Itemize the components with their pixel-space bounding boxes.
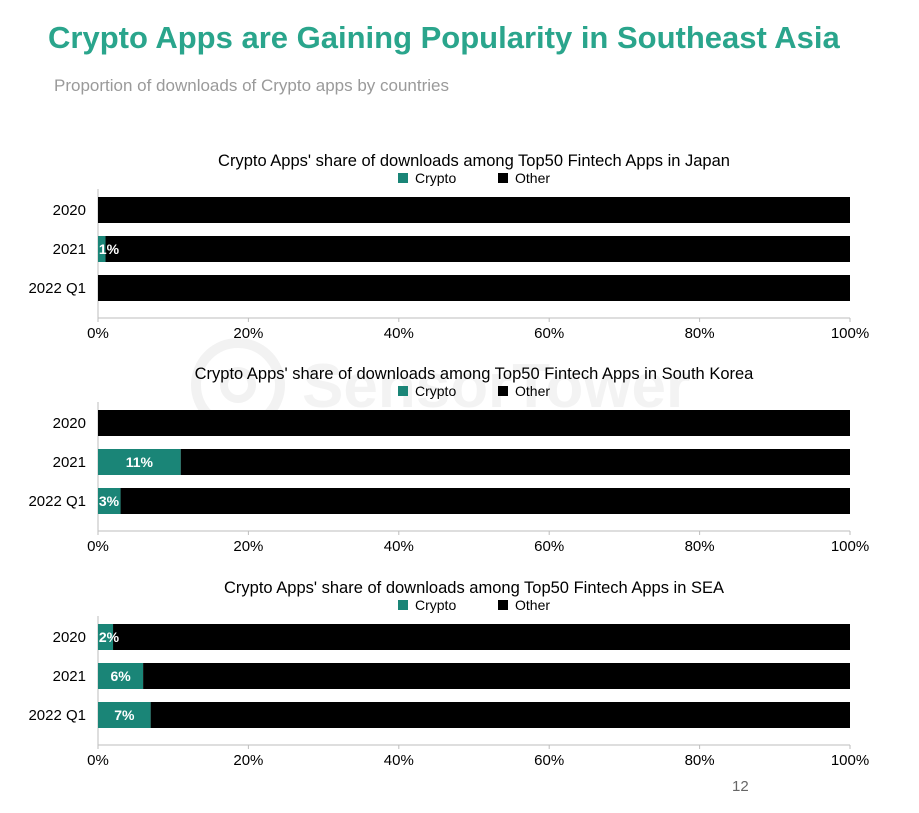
data-label-crypto: 2% bbox=[99, 629, 120, 645]
bar-crypto-2020 bbox=[98, 624, 114, 650]
x-tick-label: 60% bbox=[534, 325, 564, 342]
bar-crypto-2022-q1 bbox=[98, 488, 121, 514]
chart-title: Crypto Apps' share of downloads among To… bbox=[224, 579, 724, 597]
data-label-crypto: 11% bbox=[126, 454, 154, 470]
bar-crypto-2021 bbox=[98, 663, 144, 689]
data-label-crypto: 7% bbox=[114, 707, 135, 723]
y-tick-label: 2022 Q1 bbox=[28, 493, 86, 510]
x-tick-label: 40% bbox=[384, 752, 414, 769]
y-tick-label: 2021 bbox=[53, 668, 86, 685]
legend-label-crypto: Crypto bbox=[415, 597, 456, 613]
x-tick-label: 20% bbox=[233, 752, 263, 769]
x-tick-label: 100% bbox=[831, 325, 869, 342]
bar-crypto-2022-q1 bbox=[98, 702, 151, 728]
chart-panel-1: Crypto Apps' share of downloads among To… bbox=[28, 365, 869, 555]
legend-label-other: Other bbox=[515, 170, 550, 186]
x-tick-label: 0% bbox=[87, 538, 109, 555]
chart-title: Crypto Apps' share of downloads among To… bbox=[218, 152, 730, 170]
legend-swatch-crypto bbox=[398, 386, 408, 396]
x-tick-label: 100% bbox=[831, 752, 869, 769]
bar-other-2020 bbox=[98, 410, 850, 436]
x-tick-label: 0% bbox=[87, 325, 109, 342]
bar-other-2021 bbox=[180, 449, 851, 475]
legend-swatch-other bbox=[498, 600, 508, 610]
x-tick-label: 40% bbox=[384, 538, 414, 555]
legend-label-crypto: Crypto bbox=[415, 383, 456, 399]
legend-label-crypto: Crypto bbox=[415, 170, 456, 186]
y-tick-label: 2020 bbox=[53, 202, 86, 219]
data-label-crypto: 1% bbox=[99, 241, 120, 257]
bar-crypto-2021 bbox=[98, 449, 181, 475]
chart-panel-0: Crypto Apps' share of downloads among To… bbox=[28, 152, 869, 342]
legend-label-other: Other bbox=[515, 597, 550, 613]
bar-other-2021 bbox=[105, 236, 850, 262]
legend-swatch-other bbox=[498, 173, 508, 183]
x-tick-label: 40% bbox=[384, 325, 414, 342]
page-title: Crypto Apps are Gaining Popularity in So… bbox=[48, 20, 840, 55]
legend-swatch-crypto bbox=[398, 600, 408, 610]
data-label-crypto: 6% bbox=[110, 668, 131, 684]
chart-panel-2: Crypto Apps' share of downloads among To… bbox=[28, 579, 869, 769]
y-tick-label: 2020 bbox=[53, 629, 86, 646]
x-tick-label: 0% bbox=[87, 752, 109, 769]
bar-other-2022-q1 bbox=[98, 275, 850, 301]
x-tick-label: 20% bbox=[233, 325, 263, 342]
x-tick-label: 80% bbox=[685, 752, 715, 769]
legend-swatch-other bbox=[498, 386, 508, 396]
watermark-text: SensorTower bbox=[302, 352, 690, 421]
y-tick-label: 2022 Q1 bbox=[28, 707, 86, 724]
y-tick-label: 2020 bbox=[53, 415, 86, 432]
x-tick-label: 60% bbox=[534, 752, 564, 769]
chart-title: Crypto Apps' share of downloads among To… bbox=[195, 365, 755, 383]
page-number: 12 bbox=[732, 778, 749, 795]
bar-other-2021 bbox=[143, 663, 850, 689]
y-tick-label: 2021 bbox=[53, 454, 86, 471]
x-tick-label: 80% bbox=[685, 538, 715, 555]
bar-other-2022-q1 bbox=[150, 702, 850, 728]
x-tick-label: 20% bbox=[233, 538, 263, 555]
x-tick-label: 100% bbox=[831, 538, 869, 555]
y-tick-label: 2022 Q1 bbox=[28, 280, 86, 297]
legend-swatch-crypto bbox=[398, 173, 408, 183]
legend-label-other: Other bbox=[515, 383, 550, 399]
y-tick-label: 2021 bbox=[53, 241, 86, 258]
bar-other-2022-q1 bbox=[120, 488, 850, 514]
bar-other-2020 bbox=[98, 197, 850, 223]
bar-other-2020 bbox=[113, 624, 851, 650]
data-label-crypto: 3% bbox=[99, 493, 120, 509]
page-subtitle: Proportion of downloads of Crypto apps b… bbox=[54, 76, 450, 95]
sensortower-watermark: SensorTower bbox=[191, 338, 690, 432]
x-tick-label: 60% bbox=[534, 538, 564, 555]
bar-crypto-2021 bbox=[98, 236, 106, 262]
x-tick-label: 80% bbox=[685, 325, 715, 342]
